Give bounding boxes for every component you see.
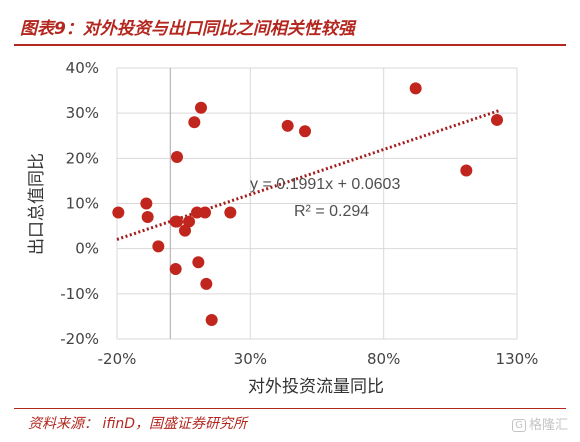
r-squared-label: R² = 0.294 <box>294 203 369 220</box>
watermark-logo-icon: G <box>512 419 526 432</box>
data-point <box>205 314 218 327</box>
data-point <box>460 164 473 177</box>
y-tick-label: 40% <box>66 59 99 77</box>
data-point <box>188 116 201 129</box>
source-rule <box>14 408 566 409</box>
data-point <box>195 101 207 114</box>
x-axis-title: 对外投资流量同比 <box>248 377 384 397</box>
data-point <box>171 215 183 228</box>
source-note: 资料来源： ifinD，国盛证券研究所 <box>28 416 248 432</box>
data-point <box>112 206 125 219</box>
data-point <box>409 82 422 95</box>
data-points <box>112 82 503 327</box>
watermark: G 格隆汇 <box>512 414 568 433</box>
y-tick-label: 0% <box>75 240 99 258</box>
x-tick-label: 80% <box>367 350 400 368</box>
tick-labels: 40% 30% 20% 10% 0% -10% -20% -20% 30% 80% 130% <box>60 59 538 368</box>
y-tick-label: 30% <box>66 104 99 122</box>
watermark-text: 格隆汇 <box>528 418 568 433</box>
figure-title: 图表9：对外投资与出口同比之间相关性较强 <box>20 19 355 39</box>
data-point <box>192 256 205 269</box>
y-tick-label: -10% <box>60 285 99 303</box>
data-point <box>140 197 153 210</box>
x-tick-label: 130% <box>496 350 539 368</box>
data-point <box>141 211 154 224</box>
gridlines <box>116 67 518 340</box>
y-tick-label: 20% <box>66 149 99 167</box>
y-axis-title: 出口总值同比 <box>27 153 47 255</box>
data-point <box>200 277 213 290</box>
data-point <box>281 119 294 132</box>
data-point <box>299 125 311 138</box>
data-point <box>199 206 211 219</box>
title-rule <box>14 44 566 46</box>
x-tick-label: 30% <box>234 350 267 368</box>
data-point <box>179 224 191 237</box>
data-point <box>169 262 182 275</box>
data-point <box>183 215 195 228</box>
y-tick-label: -20% <box>60 330 99 348</box>
y-tick-label: 10% <box>66 195 99 213</box>
data-point <box>152 240 165 253</box>
x-tick-label: -20% <box>98 350 137 368</box>
trendline-equation: y = 0.1991x + 0.0603 <box>250 176 400 193</box>
data-point <box>224 206 237 219</box>
data-point <box>491 113 503 126</box>
data-point <box>171 150 183 163</box>
